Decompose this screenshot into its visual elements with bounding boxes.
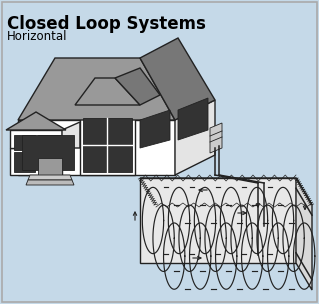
Polygon shape <box>38 135 60 150</box>
Polygon shape <box>10 130 62 148</box>
Polygon shape <box>14 152 35 172</box>
Polygon shape <box>38 158 62 175</box>
Polygon shape <box>140 178 312 205</box>
Polygon shape <box>22 135 74 170</box>
Polygon shape <box>115 68 160 105</box>
Text: Horizontal: Horizontal <box>7 30 68 43</box>
Text: Closed Loop Systems: Closed Loop Systems <box>7 15 206 33</box>
Polygon shape <box>18 58 175 120</box>
Polygon shape <box>83 118 132 172</box>
Polygon shape <box>175 100 215 175</box>
Polygon shape <box>140 38 215 120</box>
Polygon shape <box>18 120 175 175</box>
Polygon shape <box>178 98 208 140</box>
Polygon shape <box>210 123 222 153</box>
Polygon shape <box>6 112 66 130</box>
Polygon shape <box>75 78 140 105</box>
Polygon shape <box>14 135 35 150</box>
Polygon shape <box>26 180 74 185</box>
Polygon shape <box>140 178 296 263</box>
Polygon shape <box>62 122 80 148</box>
Polygon shape <box>28 175 72 180</box>
Polygon shape <box>10 148 62 175</box>
Polygon shape <box>296 178 312 290</box>
Polygon shape <box>140 110 170 148</box>
Polygon shape <box>80 105 135 175</box>
